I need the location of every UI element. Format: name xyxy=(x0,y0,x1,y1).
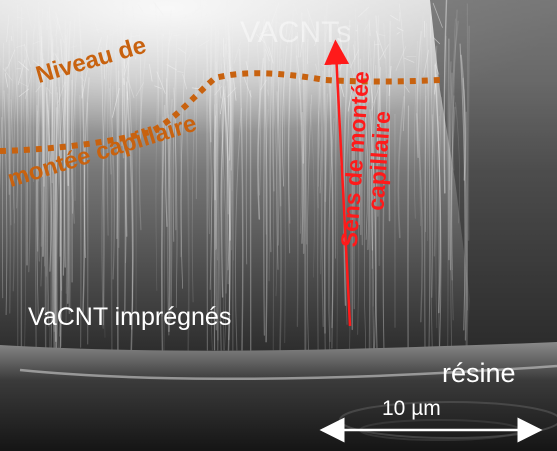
capillary-level-line xyxy=(0,70,441,154)
faded-top-label: VACNTs xyxy=(240,16,352,49)
scale-bar-label: 10 µm xyxy=(382,397,441,420)
resin-label: résine xyxy=(442,358,516,388)
sem-right-shadow xyxy=(430,0,557,451)
nanotube-fibers xyxy=(0,0,470,351)
rise-direction-arrow xyxy=(324,39,352,327)
resin-edge-highlight xyxy=(19,364,557,381)
impregnated-vacnt-label: VaCNT imprégnés xyxy=(28,303,232,331)
